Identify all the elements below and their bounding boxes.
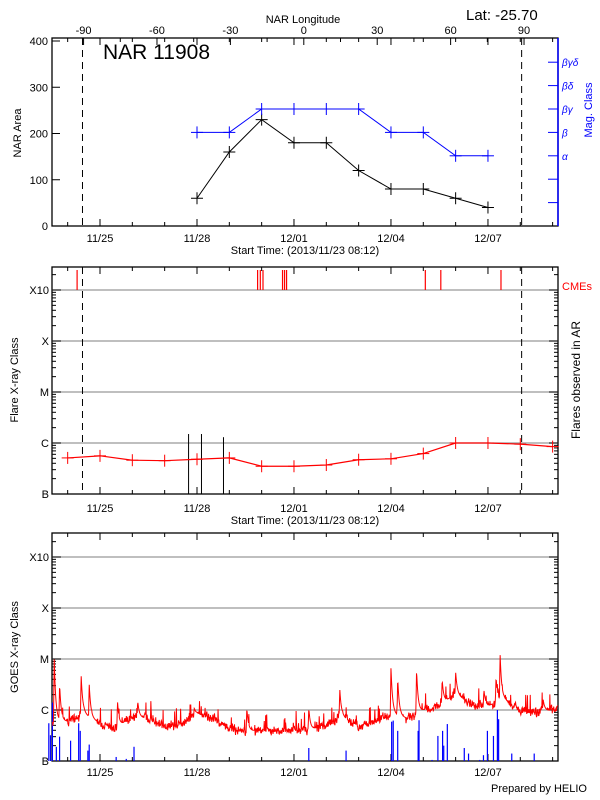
longitude-tick-label: 30 xyxy=(371,25,383,37)
panel1-y2label: Mag. Class xyxy=(583,82,595,138)
panel1-y-tick-label: 0 xyxy=(42,221,48,233)
panel1-x-tick-label: 12/04 xyxy=(377,233,405,245)
panel3-x-tick-label: 12/07 xyxy=(474,767,502,779)
panel3-frame xyxy=(51,532,559,762)
panel2-y-tick-label: C xyxy=(41,438,49,450)
panel1-y-tick-label: 100 xyxy=(30,175,48,187)
nar-area-panel: 11/25 11/28 12/01 12/04 12/070100200300400-9… xyxy=(30,25,579,245)
mag-class-tick-label: βγ xyxy=(561,105,574,116)
panel1-y-tick-label: 400 xyxy=(30,36,48,48)
panel1-y-tick-label: 200 xyxy=(30,129,48,141)
panel1-x-tick-label: 11/28 xyxy=(184,233,211,245)
panel3-y-tick-label: X xyxy=(42,603,50,615)
panel1-x-tick-label: 12/07 xyxy=(474,233,502,245)
panel3-x-tick-label: 11/28 xyxy=(184,767,211,779)
goes-xray-panel: 11/25 11/28 12/01 12/04 12/07 B C M X X10 xyxy=(29,532,559,779)
mag-class-tick-label: βγδ xyxy=(561,58,579,69)
flare-class-panel: 11/25 11/28 12/01 12/04 12/07 B C M X X10 xyxy=(29,266,559,515)
panel2-y2label: Flares observed in AR xyxy=(569,321,583,439)
panel3-y-tick-label: C xyxy=(41,705,49,717)
mag-class-tick-label: β xyxy=(561,128,568,139)
mag-class-tick-label: βδ xyxy=(561,82,574,93)
mag-class-tick-label: α xyxy=(562,152,568,163)
longitude-tick-label: 0 xyxy=(301,25,307,37)
panel1-xlabel: Start Time: (2013/11/23 08:12) xyxy=(231,245,379,257)
background-flux-line xyxy=(67,442,553,467)
panel3-x-tick-label: 12/01 xyxy=(280,767,308,779)
mag-class-line xyxy=(196,108,488,157)
longitude-axis-title: NAR Longitude xyxy=(266,14,341,26)
panel2-frame xyxy=(51,266,559,495)
longitude-tick-label: -60 xyxy=(149,25,165,37)
longitude-tick-label: 60 xyxy=(444,25,456,37)
prepared-by-label: Prepared by HELIO xyxy=(491,783,587,795)
panel2-xlabel: Start Time: (2013/11/23 08:12) xyxy=(231,515,379,527)
panel1-ylabel: NAR Area xyxy=(12,108,24,158)
latitude-label: Lat: -25.70 xyxy=(466,7,538,24)
panel2-y-tick-label: B xyxy=(42,489,49,501)
panel2-ylabel: Flare X-ray Class xyxy=(9,337,21,422)
nar-area-line xyxy=(196,118,489,208)
panel3-x-tick-label: 11/25 xyxy=(87,767,114,779)
panel3-y-tick-label: X10 xyxy=(29,552,49,564)
panel1-x-tick-label: 12/01 xyxy=(280,233,308,245)
longitude-tick-label: -90 xyxy=(76,25,92,37)
panel2-x-tick-label: 12/07 xyxy=(474,503,502,515)
nar-title: NAR 11908 xyxy=(103,41,210,64)
goes-flux-line xyxy=(52,655,559,736)
panel1-x-tick-label: 11/25 xyxy=(87,233,114,245)
longitude-tick-label: 90 xyxy=(518,25,530,37)
longitude-tick-label: -30 xyxy=(222,25,238,37)
panel2-y-tick-label: X xyxy=(42,336,50,348)
panel3-x-tick-label: 12/04 xyxy=(377,767,405,779)
panel2-x-tick-label: 11/28 xyxy=(184,503,211,515)
panel2-y-tick-label: X10 xyxy=(29,285,49,297)
cme-label: CMEs xyxy=(562,281,592,293)
panel2-y-tick-label: M xyxy=(40,387,49,399)
panel3-ylabel: GOES X-ray Class xyxy=(9,601,21,693)
panel3-y-tick-label: B xyxy=(42,756,49,768)
panel1-y-tick-label: 300 xyxy=(30,82,48,94)
panel2-x-tick-label: 12/04 xyxy=(377,503,405,515)
panel2-x-tick-label: 12/01 xyxy=(280,503,308,515)
panel2-x-tick-label: 11/25 xyxy=(87,503,114,515)
panel3-y-tick-label: M xyxy=(40,654,49,666)
panel1-frame xyxy=(51,37,559,227)
